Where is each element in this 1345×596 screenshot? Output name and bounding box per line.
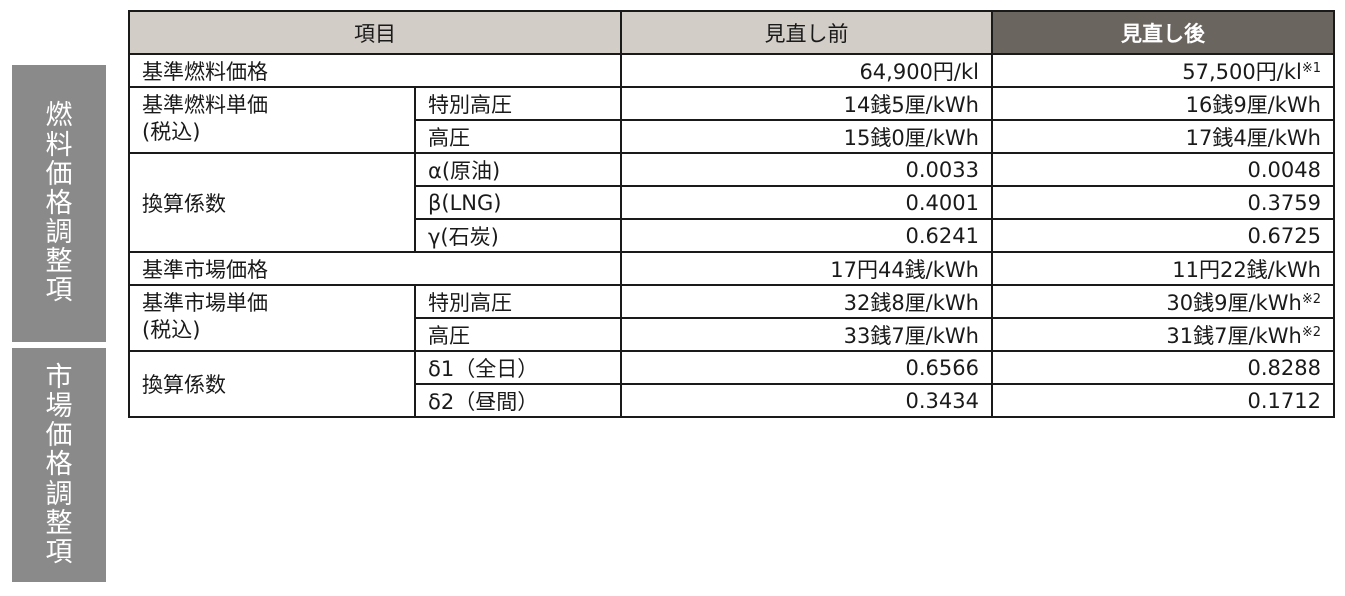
table-row: 基準市場価格 17円44銭/kWh 11円22銭/kWh [128,251,1335,286]
sub-label: 特別高圧 [414,284,622,319]
table-row: 基準市場単価 (税込) 特別高圧 32銭8厘/kWh 30銭9厘/kWh※2 [128,284,1335,352]
value-after: 0.6725 [991,218,1335,253]
side-char: 整 [45,507,73,539]
side-char: 価 [45,420,73,452]
side-char: 料 [45,129,73,161]
table-row: 高圧 15銭0厘/kWh 17銭4厘/kWh [129,119,1335,154]
footnote-mark: ※2 [1301,291,1321,307]
table-row: 基準燃料価格 64,900円/kl 57,500円/kl※1 [128,53,1335,88]
row-label: 基準燃料価格 [128,53,622,88]
value-before: 14銭5厘/kWh [620,86,993,121]
value-before: 0.6241 [620,218,993,253]
sub-label: 高圧 [414,317,622,352]
row-label: 換算係数 [128,152,416,253]
side-char: 市 [45,361,73,393]
value-after: 30銭9厘/kWh※2 [991,284,1335,319]
value-after: 57,500円/kl※1 [991,53,1335,88]
sub-label: 高圧 [414,119,622,154]
side-char: 格 [45,449,73,481]
value-after: 31銭7厘/kWh※2 [991,317,1335,352]
side-char: 場 [45,391,73,423]
value-after: 0.0048 [991,152,1335,187]
table-row: γ(石炭) 0.6241 0.6725 [129,218,1335,253]
value-before: 0.6566 [620,350,993,385]
value-before: 0.0033 [620,152,993,187]
table-row: δ2（昼間） 0.3434 0.1712 [129,383,1335,418]
table-row: 換算係数 α(原油) 0.0033 0.0048 [128,152,1335,253]
sub-label: δ2（昼間） [414,383,622,418]
side-char: 調 [45,478,73,510]
side-char: 格 [45,187,73,219]
value-before: 15銭0厘/kWh [620,119,993,154]
value-after: 11円22銭/kWh [991,251,1335,286]
value-after: 0.8288 [991,350,1335,385]
table-row: 基準燃料単価 (税込) 特別高圧 14銭5厘/kWh 16銭9厘/kWh [128,86,1335,154]
row-label: 換算係数 [128,350,416,418]
value-before: 32銭8厘/kWh [620,284,993,319]
footnote-mark: ※1 [1301,60,1321,76]
price-adjustment-table: 項目 見直し前 見直し後 基準燃料価格 64,900円/kl 57,500円/k… [128,10,1335,418]
value-before: 17円44銭/kWh [620,251,993,286]
value-after: 0.1712 [991,383,1335,418]
header-item: 項目 [128,10,622,55]
fuel-adjustment-side-label: 燃 料 価 格 調 整 項 [12,65,106,342]
table-row: 高圧 33銭7厘/kWh 31銭7厘/kWh※2 [129,317,1335,352]
sub-label: γ(石炭) [414,218,622,253]
table-row: β(LNG) 0.4001 0.3759 [129,185,1335,220]
value-before: 0.4001 [620,185,993,220]
value-after: 17銭4厘/kWh [991,119,1335,154]
sub-label: 特別高圧 [414,86,622,121]
value-before: 0.3434 [620,383,993,418]
side-char: 項 [45,536,73,568]
value-before: 64,900円/kl [620,53,993,88]
side-char: 価 [45,158,73,190]
row-label: 基準市場価格 [128,251,622,286]
side-char: 調 [45,217,73,249]
side-char: 燃 [45,100,73,132]
table-header-row: 項目 見直し前 見直し後 [128,10,1335,55]
value-before: 33銭7厘/kWh [620,317,993,352]
header-before: 見直し前 [620,10,993,55]
row-label: 基準燃料単価 (税込) [128,86,416,154]
sub-label: β(LNG) [414,185,622,220]
header-after: 見直し後 [991,10,1335,55]
row-label: 基準市場単価 (税込) [128,284,416,352]
sub-label: δ1（全日） [414,350,622,385]
sub-label: α(原油) [414,152,622,187]
value-after: 0.3759 [991,185,1335,220]
table-row: 換算係数 δ1（全日） 0.6566 0.8288 [128,350,1335,418]
market-adjustment-side-label: 市 場 価 格 調 整 項 [12,348,106,582]
footnote-mark: ※2 [1301,324,1321,340]
value-after: 16銭9厘/kWh [991,86,1335,121]
side-char: 整 [45,246,73,278]
side-char: 項 [45,275,73,307]
